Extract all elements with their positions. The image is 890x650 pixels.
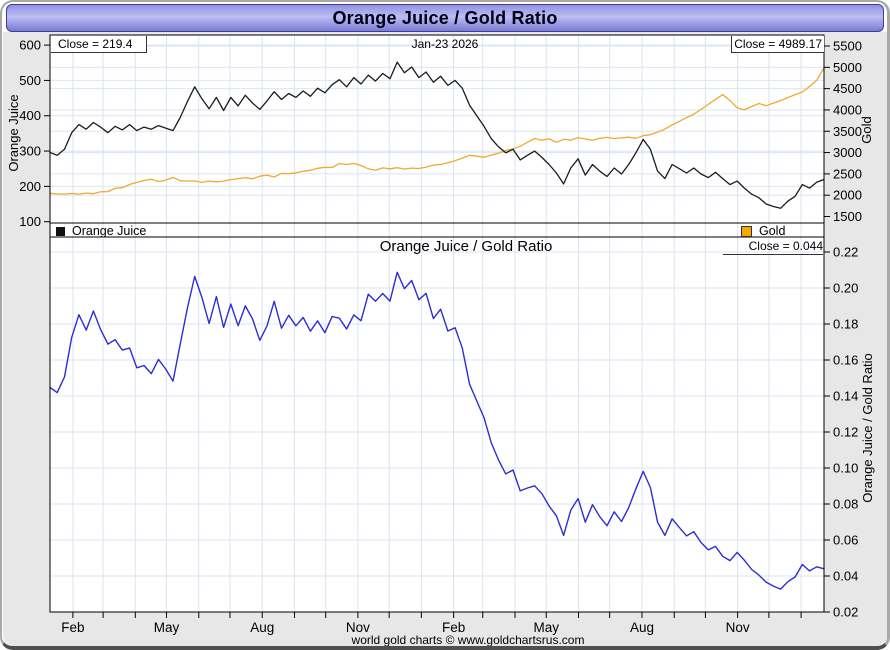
panel-backgrounds: [50, 35, 824, 612]
svg-text:0.08: 0.08: [833, 497, 858, 512]
svg-text:Aug: Aug: [630, 620, 654, 635]
ratio-close-label: Close = 0.044: [723, 239, 823, 255]
svg-text:5500: 5500: [833, 39, 862, 54]
ratio-axis-title: Orange Juice / Gold Ratio: [860, 353, 875, 503]
svg-text:0.18: 0.18: [833, 317, 858, 332]
orange-juice-line: [49, 61, 825, 209]
svg-text:0.10: 0.10: [833, 461, 858, 476]
svg-text:0.04: 0.04: [833, 569, 858, 584]
svg-text:0.06: 0.06: [833, 533, 858, 548]
svg-text:May: May: [154, 620, 180, 635]
svg-text:500: 500: [19, 73, 41, 88]
svg-text:0.16: 0.16: [833, 353, 858, 368]
grid-lines: [50, 35, 824, 612]
svg-text:0.22: 0.22: [833, 245, 858, 260]
svg-text:600: 600: [19, 38, 41, 53]
svg-text:0.12: 0.12: [833, 425, 858, 440]
svg-text:Aug: Aug: [250, 620, 274, 635]
svg-text:3000: 3000: [833, 145, 862, 160]
svg-text:0.14: 0.14: [833, 389, 858, 404]
orange-juice-swatch-icon: [56, 226, 65, 236]
last-date-label: Jan-23 2026: [411, 37, 479, 51]
svg-text:200: 200: [19, 179, 41, 194]
svg-text:Feb: Feb: [61, 620, 84, 635]
svg-text:May: May: [533, 620, 559, 635]
axis-frames: [49, 34, 825, 613]
ratio-line: [49, 271, 825, 590]
gold-axis-ticks: 5500 5000 4500 4000 3500 3000 2500 2000 1500: [824, 39, 862, 224]
svg-text:5000: 5000: [833, 60, 862, 75]
attribution-footer: world gold charts © www.goldchartsrus.co…: [351, 633, 585, 647]
svg-text:4000: 4000: [833, 102, 862, 117]
svg-text:2000: 2000: [833, 188, 862, 203]
ratio-axis-ticks: 0.22 0.20 0.18 0.16 0.14 0.12 0.10 0.08 0.06 0.04…: [824, 245, 858, 620]
svg-text:Nov: Nov: [346, 620, 370, 635]
legend-gold-label: Gold: [759, 224, 786, 238]
ratio-panel-title: Orange Juice / Gold Ratio: [379, 238, 553, 255]
gold-axis-title: Gold: [859, 116, 874, 144]
svg-text:Nov: Nov: [726, 620, 750, 635]
window-title: Orange Juice / Gold Ratio: [332, 7, 558, 28]
svg-text:2500: 2500: [833, 166, 862, 181]
svg-text:4500: 4500: [833, 81, 862, 96]
legend-orange-juice: Orange Juice: [56, 224, 146, 238]
left-axis-title: Orange Juice: [6, 94, 21, 172]
gold-close-label: Close = 4989.17: [731, 36, 824, 53]
svg-text:Feb: Feb: [442, 620, 465, 635]
svg-text:100: 100: [19, 214, 41, 229]
legend-gold: Gold: [741, 224, 785, 238]
gold-swatch-icon: [741, 225, 752, 237]
svg-text:300: 300: [19, 144, 41, 159]
gold-line: [49, 67, 825, 195]
x-axis-ticks: Feb May Aug Nov Feb May Aug Nov: [61, 612, 802, 635]
left-axis-ticks: 600 500 400 300 200 100: [19, 38, 50, 229]
oj-close-label: Close = 219.4: [51, 36, 147, 53]
legend-orange-juice-label: Orange Juice: [72, 224, 147, 238]
svg-text:3500: 3500: [833, 124, 862, 139]
svg-text:0.20: 0.20: [833, 281, 858, 296]
svg-text:1500: 1500: [833, 209, 862, 224]
svg-text:0.02: 0.02: [833, 605, 858, 620]
window-title-bar: Orange Juice / Gold Ratio: [6, 4, 884, 32]
svg-text:400: 400: [19, 108, 41, 123]
